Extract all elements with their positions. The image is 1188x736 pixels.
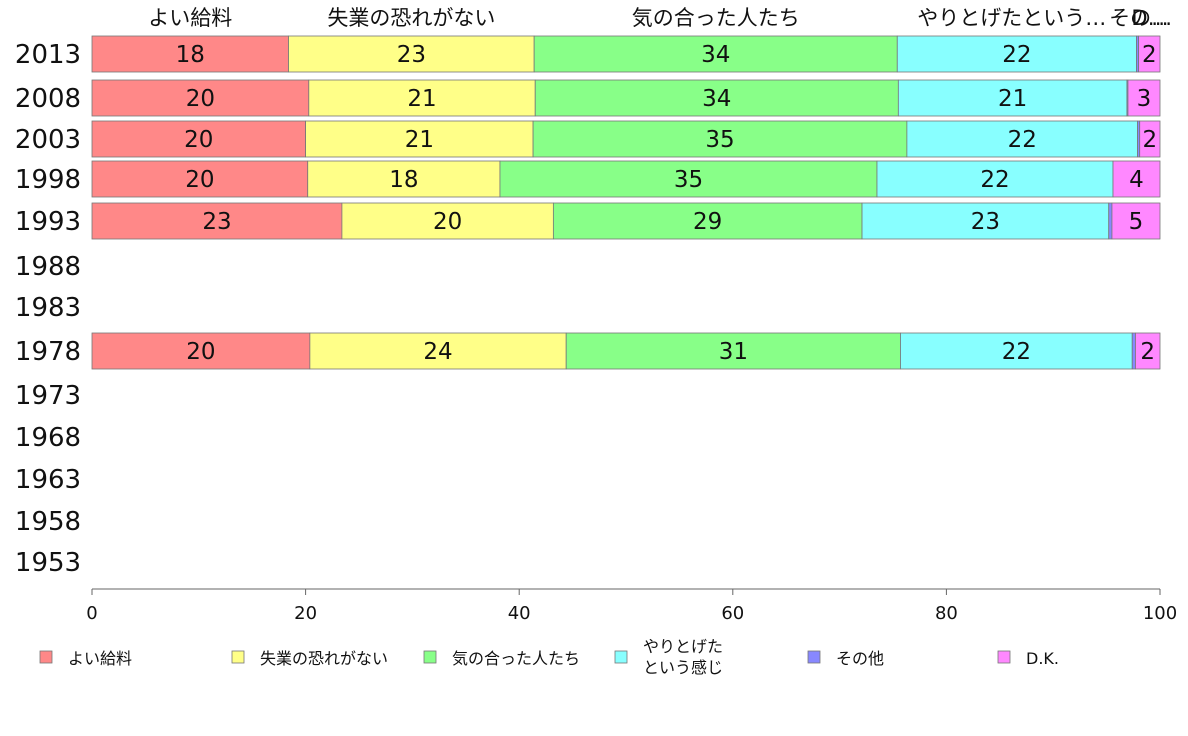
bar-segment: [565, 332, 901, 370]
data-label: 34: [702, 86, 731, 112]
data-label: 3: [1137, 86, 1152, 112]
year-label: 1993: [15, 207, 81, 237]
bar-segment: [341, 202, 554, 240]
bar-segment: [534, 79, 899, 117]
legend-label: よい給料: [68, 649, 132, 668]
bar-segment: [91, 202, 343, 240]
data-label: 31: [719, 339, 748, 365]
bar-segment: [1112, 160, 1161, 198]
data-label: 2: [1142, 42, 1157, 68]
bar-segment: [309, 332, 567, 370]
data-label: 20: [186, 86, 215, 112]
data-label: 4: [1129, 167, 1144, 193]
x-tick-label: 20: [294, 603, 317, 624]
bar-segment: [307, 160, 501, 198]
data-label: 21: [998, 86, 1027, 112]
data-label: 21: [407, 86, 436, 112]
legend-swatch: [807, 650, 821, 664]
legend-label: D.K.: [1026, 649, 1059, 668]
x-tick-label: 80: [935, 603, 958, 624]
bar-segment: [1131, 332, 1136, 370]
year-label: 1958: [15, 507, 81, 537]
bar-segment: [499, 160, 878, 198]
data-label: 22: [1002, 339, 1031, 365]
bar-segment: [1135, 332, 1161, 370]
bar-segment: [1111, 202, 1161, 240]
data-label: 22: [1002, 42, 1031, 68]
bar-segment: [308, 79, 536, 117]
data-label: 20: [185, 167, 214, 193]
bar-segment: [552, 202, 863, 240]
legend-label: 気の合った人たち: [452, 649, 580, 668]
x-tick-label: 100: [1143, 603, 1177, 624]
bar-segment: [900, 332, 1133, 370]
legend-label: やりとげた: [643, 637, 723, 656]
top-series-label: D…: [1131, 6, 1168, 30]
top-series-label: 気の合った人たち: [632, 6, 800, 30]
data-label: 2: [1143, 127, 1158, 153]
data-label: 20: [186, 339, 215, 365]
data-label: 22: [1008, 127, 1037, 153]
year-label: 1988: [15, 252, 81, 282]
top-series-label: やりとげたという…: [917, 6, 1106, 30]
legend-swatch: [231, 650, 245, 664]
data-label: 23: [202, 209, 231, 235]
data-label: 18: [389, 167, 418, 193]
data-label: 22: [980, 167, 1009, 193]
year-label: 1963: [15, 465, 81, 495]
legend-swatch: [423, 650, 437, 664]
bar-segment: [533, 35, 898, 73]
bar-segment: [896, 35, 1137, 73]
legend-label: という感じ: [643, 658, 723, 677]
bar-segment: [1127, 79, 1161, 117]
legend-label: その他: [836, 649, 884, 668]
bar-segment: [1108, 202, 1113, 240]
year-label: 1998: [15, 165, 81, 195]
year-label: 1978: [15, 337, 81, 367]
legend-swatch: [39, 650, 53, 664]
data-label: 18: [176, 42, 205, 68]
data-label: 20: [184, 127, 213, 153]
bar-segment: [91, 120, 307, 158]
bar-segment: [91, 160, 309, 198]
year-label: 1983: [15, 293, 81, 323]
data-label: 35: [674, 167, 703, 193]
bar-segment: [532, 120, 908, 158]
bar-segment: [897, 79, 1128, 117]
top-series-label: 失業の恐れがない: [327, 6, 495, 30]
bar-segment: [91, 79, 310, 117]
bar-segment: [288, 35, 535, 73]
data-label: 20: [433, 209, 462, 235]
data-label: 24: [423, 339, 452, 365]
bar-segment: [91, 332, 311, 370]
top-series-label: その…: [1109, 6, 1172, 30]
bar-segment: [1139, 120, 1161, 158]
year-label: 1968: [15, 423, 81, 453]
legend-swatch: [997, 650, 1011, 664]
year-label: 2013: [15, 40, 81, 70]
x-tick-label: 40: [508, 603, 531, 624]
x-tick-label: 60: [721, 603, 744, 624]
data-label: 23: [397, 42, 426, 68]
top-series-label: よい給料: [148, 6, 232, 30]
year-label: 2003: [15, 125, 81, 155]
bar-segment: [861, 202, 1110, 240]
x-tick-label: 0: [86, 603, 97, 624]
data-label: 21: [405, 127, 434, 153]
data-label: 23: [971, 209, 1000, 235]
year-label: 2008: [15, 84, 81, 114]
bar-segment: [91, 35, 289, 73]
bar-segment: [876, 160, 1114, 198]
data-label: 35: [705, 127, 734, 153]
year-label: 1973: [15, 381, 81, 411]
bar-segment: [1138, 35, 1161, 73]
data-label: 34: [701, 42, 730, 68]
data-label: 5: [1129, 209, 1144, 235]
legend-label: 失業の恐れがない: [260, 649, 388, 668]
data-label: 2: [1140, 339, 1155, 365]
year-label: 1953: [15, 548, 81, 578]
data-label: 29: [693, 209, 722, 235]
legend-swatch: [614, 650, 628, 664]
